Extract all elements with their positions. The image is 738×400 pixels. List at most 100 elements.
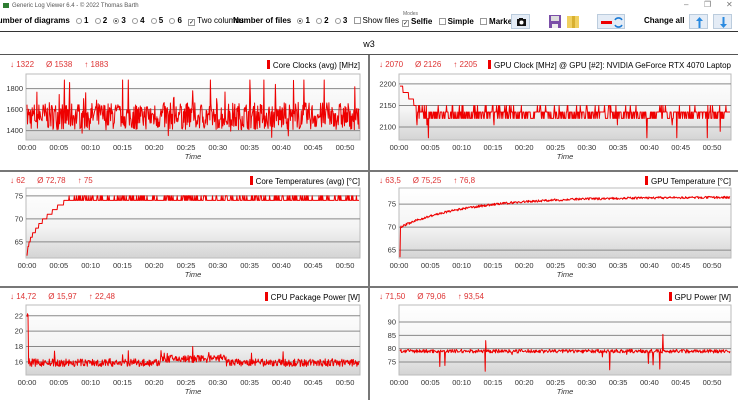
y-tick-label: 70 (15, 214, 23, 223)
chart-legend[interactable]: GPU Clock [MHz] @ GPU [#2]: NVIDIA GeFor… (488, 60, 731, 70)
x-axis-label: Time (557, 152, 574, 161)
chart-legend[interactable]: Core Clocks (avg) [MHz] (266, 60, 360, 70)
diagram-radio-4[interactable]: 4 (128, 16, 145, 25)
x-tick-label: 00:15 (484, 143, 503, 152)
x-tick-label: 00:40 (640, 261, 659, 270)
minimize-button[interactable]: – (684, 0, 689, 9)
chart-legend[interactable]: GPU Power [W] (668, 292, 731, 302)
diagram-radio-1[interactable]: 1 (72, 16, 88, 25)
title-bar: Generic Log Viewer 6.4 - © 2022 Thomas B… (0, 0, 738, 12)
camera-button[interactable] (511, 14, 530, 29)
diagrams-label: Number of diagrams (0, 16, 70, 25)
stat-max: ↑ 75 (77, 176, 93, 185)
x-tick-label: 00:15 (113, 378, 132, 387)
legend-swatch (266, 60, 270, 69)
simple-checkbox[interactable]: Simple (435, 17, 474, 26)
x-tick-label: 00:25 (546, 261, 565, 270)
x-tick-label: 00:50 (336, 143, 355, 152)
chart-legend[interactable]: Core Temperatures (avg) [°C] (249, 176, 360, 186)
chart-legend[interactable]: CPU Package Power [W] (264, 292, 360, 302)
y-tick-label: 85 (388, 331, 396, 340)
x-tick-label: 00:20 (145, 261, 164, 270)
x-tick-label: 00:40 (272, 143, 291, 152)
folder-icon (567, 16, 579, 28)
close-button[interactable]: ✕ (726, 0, 733, 9)
x-tick-label: 00:45 (304, 261, 323, 270)
x-tick-label: 00:30 (577, 143, 596, 152)
x-tick-label: 00:15 (113, 143, 132, 152)
file-radio-2[interactable]: 2 (312, 16, 329, 25)
chart-stats: ↓ 1322 Ø 1538 ↑ 1883 (10, 60, 120, 69)
stat-max: ↑ 1883 (84, 60, 109, 69)
x-tick-label: 00:40 (640, 378, 659, 387)
x-tick-label: 00:50 (336, 378, 355, 387)
x-tick-label: 00:05 (421, 261, 440, 270)
x-axis-label: Time (185, 387, 202, 396)
open-folder-button[interactable] (566, 14, 580, 29)
y-tick-label: 65 (388, 246, 396, 255)
x-tick-label: 00:00 (390, 261, 409, 270)
legend-label: GPU Temperature [°C] (651, 177, 731, 186)
x-tick-label: 00:10 (452, 143, 471, 152)
stat-avg: Ø 15,97 (48, 292, 77, 301)
row-divider (0, 170, 738, 172)
legend-label: CPU Package Power [W] (270, 293, 360, 302)
x-tick-label: 00:25 (177, 378, 196, 387)
modes-label: Modes (403, 11, 419, 17)
maximize-button[interactable]: ❐ (704, 0, 712, 9)
y-tick-label: 2150 (379, 101, 396, 110)
file-radio-1[interactable]: 1 (293, 16, 310, 25)
diagram-radio-2[interactable]: 2 (91, 16, 107, 25)
row-divider (0, 286, 738, 288)
chart-stats: ↓ 63,5 Ø 75,25 ↑ 76,8 (379, 176, 487, 185)
series-line (26, 79, 360, 138)
selfie-checkbox[interactable]: ✓ Selfie (402, 17, 433, 27)
legend-label: Core Clocks (avg) [MHz] (272, 61, 360, 70)
y-tick-label: 18 (15, 342, 23, 351)
x-tick-label: 00:30 (208, 143, 227, 152)
stat-max: ↑ 76,8 (453, 176, 476, 185)
x-tick-label: 00:25 (546, 143, 565, 152)
x-tick-label: 00:40 (640, 143, 659, 152)
workspace-title: w3 (0, 33, 738, 55)
legend-swatch (668, 292, 672, 301)
toolbar: Number of diagrams 1 2 3 4 5 6 ✓Two colu… (0, 11, 738, 32)
move-down-button[interactable] (713, 14, 732, 29)
x-axis-label: Time (557, 270, 574, 279)
move-up-button[interactable] (689, 14, 708, 29)
save-button[interactable] (548, 14, 562, 29)
diagram-radio-6[interactable]: 6 (165, 16, 182, 25)
x-tick-label: 00:35 (609, 143, 628, 152)
x-tick-label: 00:20 (145, 378, 164, 387)
diagram-radio-5[interactable]: 5 (147, 16, 163, 25)
window-title: Generic Log Viewer 6.4 - © 2022 Thomas B… (12, 3, 139, 9)
y-tick-label: 75 (388, 200, 396, 209)
marker-checkbox[interactable]: Marker (476, 17, 515, 26)
diagram-radio-3[interactable]: 3 (109, 16, 126, 25)
two-columns-checkbox[interactable]: ✓ Two columns (188, 16, 244, 26)
series-line (399, 333, 731, 372)
y-tick-label: 1600 (6, 105, 23, 114)
x-tick-label: 00:30 (208, 378, 227, 387)
stat-max: ↑ 22,48 (88, 292, 115, 301)
x-tick-label: 00:10 (81, 143, 100, 152)
x-tick-label: 00:15 (113, 261, 132, 270)
y-tick-label: 2200 (379, 79, 396, 88)
show-files-checkbox[interactable]: Show files (350, 16, 399, 25)
arrow-up-icon (696, 17, 703, 28)
file-radio-3[interactable]: 3 (331, 16, 347, 25)
chart-legend[interactable]: GPU Temperature [°C] (645, 176, 731, 186)
stat-avg: Ø 75,25 (412, 176, 442, 185)
x-tick-label: 00:45 (671, 143, 690, 152)
stat-min: ↓ 2070 (379, 60, 404, 69)
x-tick-label: 00:00 (390, 143, 409, 152)
x-tick-label: 00:40 (272, 378, 291, 387)
swap-colors-button[interactable] (597, 14, 625, 29)
chart-stats: ↓ 62 Ø 72,78 ↑ 75 (10, 176, 105, 185)
x-tick-label: 00:50 (703, 143, 722, 152)
